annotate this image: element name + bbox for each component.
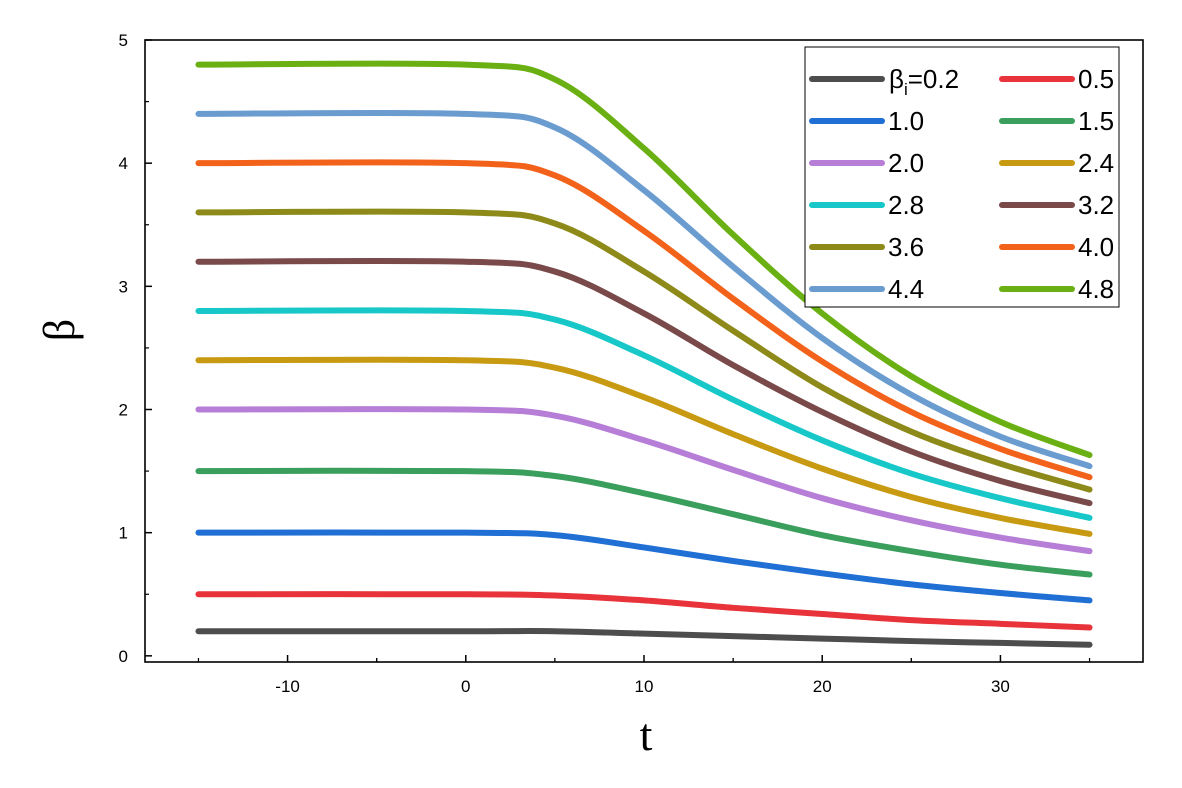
series-line-0-5 (195, 591, 1093, 631)
x-axis-ticks: -10 0 10 20 30 (275, 655, 1010, 696)
y-tick-label: 5 (119, 31, 128, 50)
legend-label-4-8: 4.8 (1078, 274, 1114, 304)
legend-label-1-5: 1.5 (1078, 106, 1114, 136)
series-line-4-0 (195, 159, 1093, 481)
x-tick-label: 0 (461, 677, 470, 696)
series-line-3-2 (195, 257, 1093, 507)
series-line-3-6 (195, 208, 1093, 493)
legend-label-4-4: 4.4 (888, 274, 924, 304)
legend-label-2-0: 2.0 (888, 148, 924, 178)
x-axis-label: t (640, 709, 653, 760)
series-line-2-8 (195, 307, 1093, 521)
y-tick-label: 4 (119, 154, 128, 173)
legend-label-3-2: 3.2 (1078, 190, 1114, 220)
x-tick-label: 10 (635, 677, 654, 696)
legend: βi=0.2 0.5 1.0 1.5 2.0 2.4 2.8 3.2 3.6 4.0 4.4 4.8 (804, 46, 1120, 308)
legend-label-2-8: 2.8 (888, 190, 924, 220)
series-line-4-4 (195, 109, 1093, 470)
y-tick-label: 1 (119, 524, 128, 543)
y-tick-label: 2 (119, 401, 128, 420)
x-tick-label: 20 (813, 677, 832, 696)
y-tick-label: 3 (119, 277, 128, 296)
y-axis-label: β (35, 319, 84, 341)
legend-entries: βi=0.2 0.5 1.0 1.5 2.0 2.4 2.8 3.2 3.6 4.0 4.4 4.8 (809, 64, 1114, 304)
x-tick-label: -10 (275, 677, 300, 696)
legend-label-1-0: 1.0 (888, 106, 924, 136)
y-tick-label: 0 (119, 647, 128, 666)
series-line-1-5 (195, 467, 1093, 578)
x-tick-label: 30 (991, 677, 1010, 696)
series-line-1-0 (195, 529, 1093, 604)
legend-label-3-6: 3.6 (888, 232, 924, 262)
legend-label-4-0: 4.0 (1078, 232, 1114, 262)
legend-label-0-2: βi=0.2 (889, 64, 959, 99)
legend-label-0-5: 0.5 (1078, 64, 1114, 94)
legend-label-2-4: 2.4 (1078, 148, 1114, 178)
series-line-0-2 (195, 628, 1093, 648)
minor-ticks (145, 100, 1091, 662)
legend-box (804, 46, 1120, 308)
series-line-4-8 (195, 60, 1093, 459)
series-lines (195, 60, 1093, 648)
series-line-2-0 (195, 406, 1093, 555)
series-line-2-4 (195, 356, 1093, 537)
y-axis-ticks: 0 1 2 3 4 5 (119, 31, 152, 666)
